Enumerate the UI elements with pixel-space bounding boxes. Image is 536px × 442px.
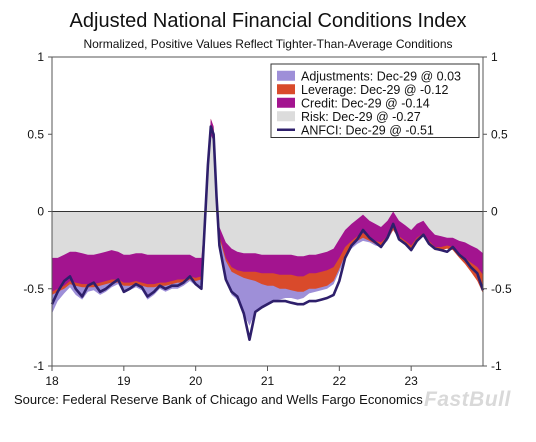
chart-subtitle: Normalized, Positive Values Reflect Tigh… [83,37,453,51]
legend-label-credit: Credit: Dec-29 @ -0.14 [301,96,430,110]
chart-title: Adjusted National Financial Conditions I… [69,10,467,32]
x-tick-label: 23 [404,374,418,388]
x-tick-label: 22 [333,374,347,388]
legend-swatch-credit [277,97,295,108]
series-lines [50,125,485,341]
legend-label-leverage: Leverage: Dec-29 @ -0.12 [301,83,449,97]
line-anfci [50,125,485,341]
area-credit [52,118,483,292]
watermark-logo: FastBull [424,388,511,411]
y-tick-label-right: 0 [491,205,498,219]
legend-label-anfci: ANFCI: Dec-29 @ -0.51 [301,123,434,137]
stacked-areas [52,118,483,326]
legend-label-risk: Risk: Dec-29 @ -0.27 [301,110,421,124]
area-risk [52,134,483,258]
y-tick-label-right: 1 [491,50,498,64]
chart-axes: 1 10.5 0.50 0-0.5 -0.5-1 -118 19 20 21 22 23 [23,50,512,388]
y-tick-label-right: -1 [491,359,502,373]
y-tick-label-left: 0.5 [27,127,44,141]
y-tick-label-left: -1 [33,359,44,373]
legend-swatch-adjustments [277,70,295,81]
y-tick-label-right: 0.5 [491,127,508,141]
y-tick-label-left: 1 [37,50,44,64]
y-tick-label-left: -0.5 [23,282,44,296]
legend-box [270,63,480,138]
x-tick-label: 20 [189,374,203,388]
source-note: Source: Federal Reserve Bank of Chicago … [14,392,423,407]
x-tick-label: 21 [261,374,275,388]
legend-label-adjustments: Adjustments: Dec-29 @ 0.03 [301,69,461,83]
x-tick-label: 19 [117,374,131,388]
y-tick-label-left: 0 [37,205,44,219]
legend-swatch-risk [277,111,295,122]
x-tick-label: 18 [45,374,59,388]
y-tick-label-right: -0.5 [491,282,512,296]
legend-swatch-leverage [277,84,295,95]
